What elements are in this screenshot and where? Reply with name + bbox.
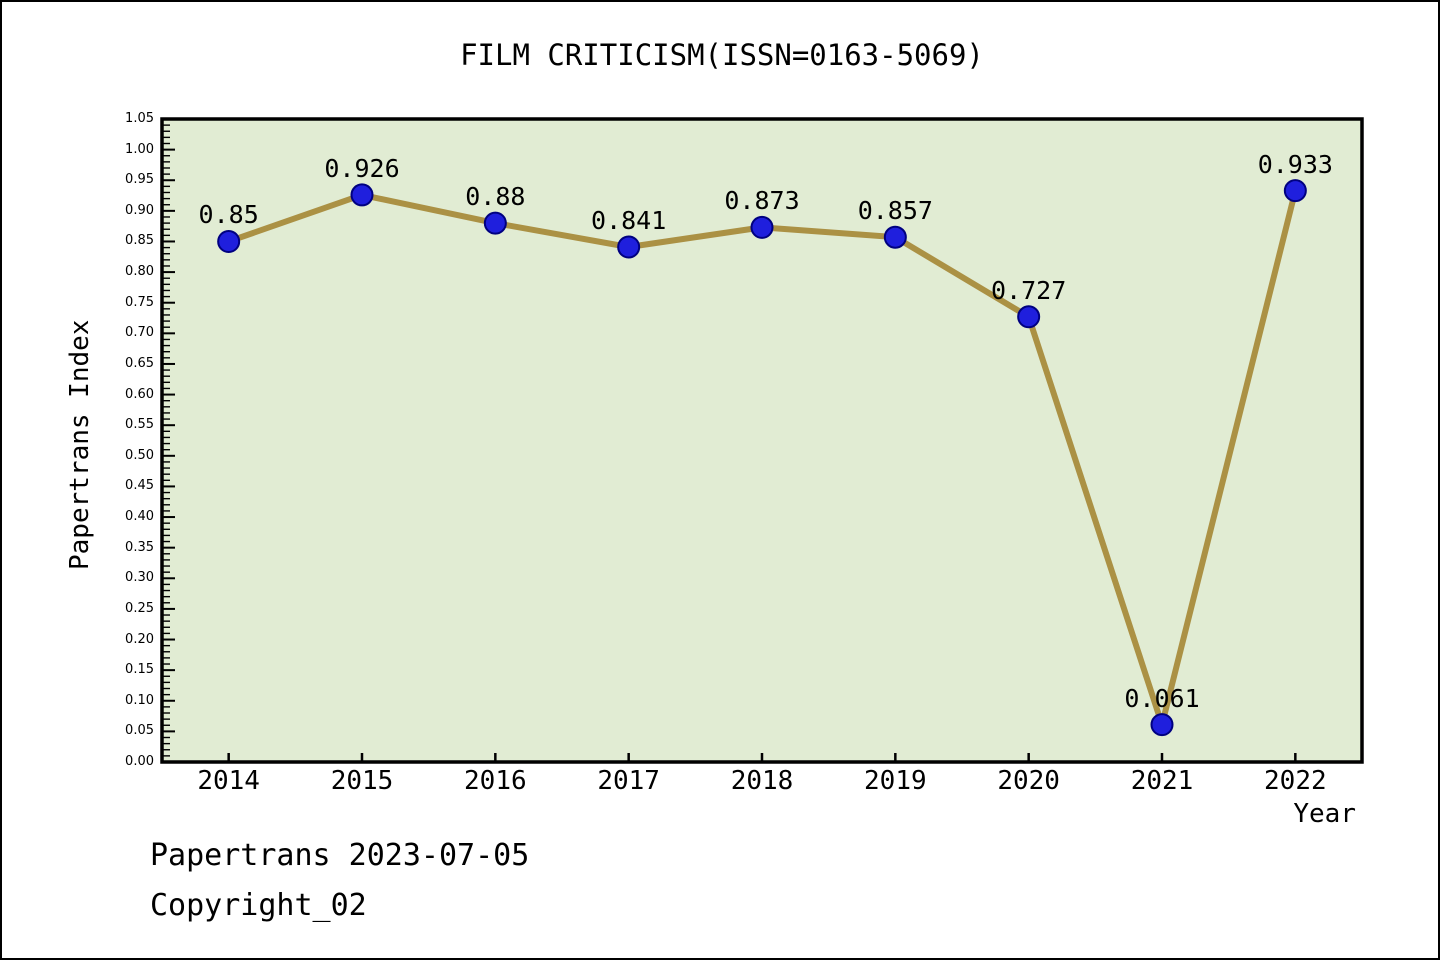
axis-frame [160, 117, 1364, 764]
y-axis-tick-label: 0.80 [125, 264, 154, 280]
y-axis-tick-label: 0.90 [125, 202, 154, 218]
x-axis-tick-label: 2020 [997, 766, 1060, 796]
y-axis-tick-label: 0.55 [125, 417, 154, 433]
y-axis-title: Papertrans Index [65, 319, 95, 570]
data-point-marker [1017, 305, 1041, 329]
x-axis-tick-label: 2019 [864, 766, 927, 796]
x-axis-tick-label: 2015 [330, 766, 394, 796]
footer-copyright: Copyright_02 [150, 888, 367, 923]
data-point-label: 0.933 [1257, 149, 1333, 179]
x-axis-tick-label: 2022 [1264, 766, 1327, 796]
y-axis-tick-label: 0.20 [125, 631, 154, 647]
data-point-marker [217, 229, 241, 253]
data-point-label: 0.88 [465, 182, 526, 212]
y-axis-tick-label: 0.65 [125, 355, 154, 371]
data-point-marker [750, 215, 774, 239]
data-point-label: 0.873 [724, 186, 800, 216]
y-axis-tick-label: 0.60 [125, 386, 154, 402]
data-point-marker [883, 225, 907, 249]
data-point-marker [1283, 179, 1307, 203]
y-axis-tick-label: 0.95 [125, 172, 154, 188]
plot-background [162, 119, 1362, 762]
footer-source-date: Papertrans 2023-07-05 [150, 838, 530, 873]
y-axis-tick-label: 0.15 [125, 662, 154, 678]
data-point-label: 0.926 [324, 153, 400, 183]
y-axis-tick-label: 0.40 [125, 509, 154, 525]
y-axis-tick-label: 0.75 [125, 294, 154, 310]
y-axis-tick-label: 0.30 [125, 570, 154, 586]
data-point-label: 0.061 [1124, 683, 1200, 713]
y-axis-tick-label: 0.85 [125, 233, 154, 249]
data-point-marker [350, 183, 374, 207]
y-axis-tick-label: 0.05 [125, 723, 154, 739]
y-axis-tick-label: 0.45 [125, 478, 154, 494]
y-axis-tick-label: 0.25 [125, 600, 154, 616]
data-point-marker [617, 235, 641, 259]
y-axis-tick-label: 0.10 [125, 692, 154, 708]
x-axis-tick-label: 2017 [597, 766, 660, 796]
y-axis-tick-label: 0.35 [125, 539, 154, 555]
y-axis-tick-label: 1.00 [125, 141, 154, 157]
x-axis-tick-label: 2018 [730, 766, 794, 796]
y-axis-tick-label: 1.05 [125, 111, 154, 126]
data-point-marker [483, 211, 507, 235]
x-axis-title: Year [1293, 799, 1356, 829]
data-point-label: 0.85 [198, 200, 259, 230]
data-point-label: 0.727 [991, 275, 1067, 305]
data-point-label: 0.841 [591, 205, 667, 235]
x-axis-tick-label: 2014 [197, 766, 260, 796]
y-axis-tick-label: 0.50 [125, 447, 154, 463]
data-point-marker [1150, 713, 1174, 737]
x-axis-tick-label: 2021 [1130, 766, 1194, 796]
y-axis-tick-label: 0.00 [125, 754, 154, 769]
x-axis-tick-label: 2016 [464, 766, 527, 796]
y-axis-tick-label: 0.70 [125, 325, 154, 341]
data-point-label: 0.857 [857, 196, 933, 226]
chart-title: FILM CRITICISM(ISSN=0163-5069) [460, 38, 984, 72]
